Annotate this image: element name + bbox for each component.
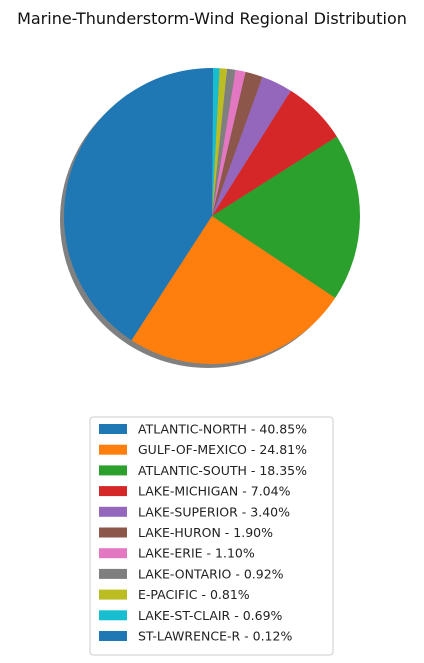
legend-swatch-3 bbox=[99, 465, 127, 476]
pie-slice-8 bbox=[212, 68, 236, 217]
legend-swatch-11 bbox=[99, 631, 127, 641]
legend-label-7: LAKE-ERIE - 1.10% bbox=[138, 546, 255, 561]
pie-slice-4 bbox=[212, 90, 337, 216]
legend: ATLANTIC-NORTH - 40.85% GULF-OF-MEXICO - … bbox=[89, 416, 334, 656]
legend-swatch-8 bbox=[99, 568, 127, 579]
pie-slices bbox=[63, 68, 360, 364]
legend-label-9: E-PACIFIC - 0.81% bbox=[138, 587, 250, 602]
legend-label-5: LAKE-SUPERIOR - 3.40% bbox=[138, 504, 290, 519]
legend-label-10: LAKE-ST-CLAIR - 0.69% bbox=[138, 608, 283, 623]
pie-slice-6 bbox=[212, 71, 263, 216]
legend-swatch-7 bbox=[99, 548, 127, 559]
pie-slice-11 bbox=[212, 68, 214, 216]
pie-slice-2 bbox=[131, 216, 336, 364]
legend-label-6: LAKE-HURON - 1.90% bbox=[138, 525, 273, 540]
legend-swatch-1 bbox=[99, 424, 127, 434]
chart-title: Marine-Thunderstorm-Wind Regional Distri… bbox=[17, 9, 407, 28]
pie-slice-7 bbox=[212, 69, 246, 216]
legend-label-3: ATLANTIC-SOUTH - 18.35% bbox=[138, 463, 307, 478]
pie-slice-10 bbox=[212, 68, 220, 216]
legend-swatch-10 bbox=[99, 610, 127, 621]
legend-label-4: LAKE-MICHIGAN - 7.04% bbox=[138, 484, 291, 499]
legend-swatch-2 bbox=[99, 444, 127, 455]
legend-label-8: LAKE-ONTARIO - 0.92% bbox=[138, 566, 284, 581]
legend-label-2: GULF-OF-MEXICO - 24.81% bbox=[138, 442, 307, 457]
legend-swatch-9 bbox=[99, 589, 127, 600]
legend-label-1: ATLANTIC-NORTH - 40.85% bbox=[138, 422, 307, 437]
pie-slice-5 bbox=[212, 76, 291, 216]
legend-swatch-4 bbox=[99, 486, 127, 497]
pie-slice-9 bbox=[212, 68, 228, 216]
legend-label-11: ST-LAWRENCE-R - 0.12% bbox=[138, 629, 292, 644]
legend-swatch-6 bbox=[99, 527, 127, 538]
pie-slice-3 bbox=[212, 136, 360, 298]
legend-swatch-5 bbox=[99, 506, 127, 517]
pie-slice-1 bbox=[63, 68, 212, 341]
legend-frame bbox=[89, 416, 334, 656]
